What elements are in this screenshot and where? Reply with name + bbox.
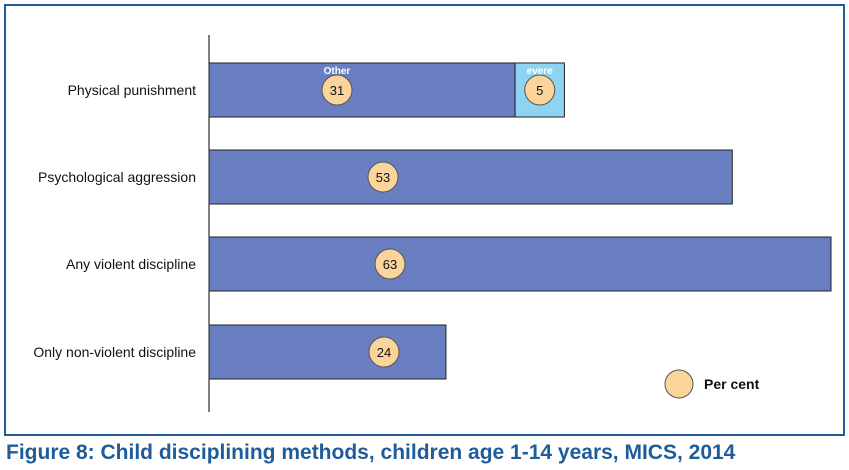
value-label-severe-circle [524, 74, 556, 106]
value-label-other: 63 [383, 257, 397, 272]
value-label-other-circle [374, 248, 406, 280]
value-label-other-circle [321, 74, 353, 106]
figure-caption: Figure 8: Child disciplining methods, ch… [6, 441, 736, 464]
value-label-other-circle [368, 336, 400, 368]
category-label: Psychological aggression [38, 169, 196, 185]
legend: Per cent [664, 369, 760, 399]
bar-other [208, 62, 516, 118]
legend-label: Per cent [704, 376, 760, 392]
legend-swatch [664, 369, 694, 399]
bar-other [208, 149, 733, 205]
segment-name-other: Other [324, 66, 351, 77]
segment-name-severe: evere [527, 66, 554, 77]
value-label-other-circle [367, 161, 399, 193]
category-label: Any violent discipline [66, 256, 196, 272]
value-label-other: 53 [376, 170, 390, 185]
bar-other [208, 236, 832, 292]
chart-marks: Physical punishment 31 Other evere 5 Psycholo… [33, 62, 832, 380]
value-label-other: 31 [330, 83, 344, 98]
bar-other [208, 324, 447, 380]
value-label-severe: 5 [536, 83, 543, 98]
chart: Physical punishment 31 Other evere 5 Psycholo… [33, 35, 832, 412]
value-label-other: 24 [377, 345, 391, 360]
category-label: Physical punishment [68, 82, 197, 98]
category-label: Only non-violent discipline [33, 344, 196, 360]
